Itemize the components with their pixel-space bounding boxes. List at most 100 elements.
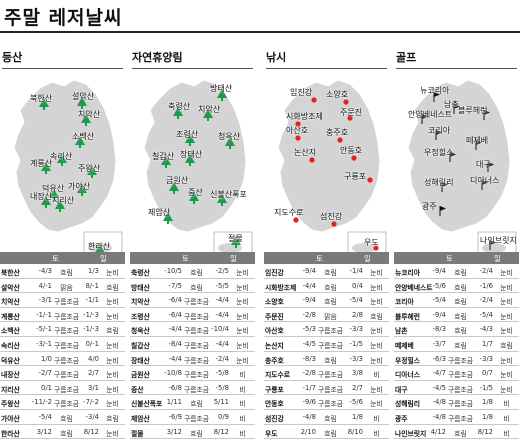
sun-temp: -3/4 — [85, 412, 99, 421]
sun-temp: -5/8 — [215, 369, 229, 378]
sat-temp: -7/5 — [168, 281, 182, 290]
tree-icon — [231, 236, 241, 248]
sun-weather: 눈비 — [370, 269, 383, 277]
map-label: 덕유산 — [42, 184, 65, 193]
weather-table: 토 일 축령산 -10/5 흐림 -2/5 눈비 방태산 -7/5 흐림 -5/5 눈비 치악산 -6/4… — [130, 252, 255, 440]
sun-temp: 8/10 — [347, 427, 363, 436]
sun-weather: 눈비 — [236, 283, 249, 292]
tree-icon — [203, 109, 213, 121]
tree-icon — [217, 194, 227, 206]
sun-temp: -4/3 — [479, 325, 493, 334]
weather-table: 토 일 뉴코리아 -9/4 흐림 -2/4 눈비 안양베네스트 -5/6 흐림 -1/6 눈비 코리아 -… — [394, 252, 519, 440]
sat-temp: -11/-2 — [31, 398, 52, 407]
tree-icon — [185, 154, 195, 166]
sun-weather: 눈비 — [370, 385, 383, 394]
sun-weather: 비 — [503, 429, 510, 438]
mainland-shape — [277, 79, 381, 233]
sat-weather: 구름조금 — [54, 356, 80, 365]
table-row: 조령산 -6/4 구름조금 -4/4 눈비 — [130, 308, 255, 323]
table-row: 내장산 -2/7 구름조금 2/7 눈비 — [0, 366, 125, 381]
map-label: 우도 — [364, 238, 379, 247]
sat-temp: -2/7 — [38, 369, 52, 378]
map-label: 속리산 — [50, 152, 73, 161]
map-label: 나인브릿지 — [480, 236, 517, 245]
place-name: 나인브릿지 — [395, 429, 427, 438]
tree-icon — [57, 154, 67, 166]
sat-weather: 구름조금 — [184, 385, 210, 394]
sat-weather: 구름조금 — [318, 341, 344, 350]
place-name: 절물 — [131, 429, 144, 438]
place-name: 남촌 — [395, 327, 408, 336]
sun-weather: 눈비 — [106, 269, 119, 277]
place-name: 내장산 — [1, 371, 20, 380]
sat-weather: 구름조금 — [448, 385, 474, 394]
sat-temp: -6/8 — [168, 383, 182, 392]
map-label: 우정힐스 — [424, 148, 454, 157]
flag-icon — [441, 182, 448, 192]
sun-weather: 눈비 — [500, 298, 513, 307]
table-row: 치악산 -3/1 구름조금 -1/1 눈비 — [0, 293, 125, 308]
table-row: 뉴코리아 -9/4 흐림 -2/4 눈비 — [394, 264, 519, 279]
place-name: 시화방조제 — [265, 283, 297, 292]
map-label: 설악산 — [72, 92, 95, 101]
place-name: 덕유산 — [1, 356, 20, 365]
sat-temp: -4/7 — [432, 369, 446, 378]
sun-temp: -5/5 — [215, 281, 229, 290]
title-rule — [0, 31, 520, 33]
weather-table: 토 일 임진강 -9/4 흐림 -1/4 눈비 시화방조제 -4/4 흐림 0/4 눈비 소양호 -9/4… — [264, 252, 389, 440]
sun-temp: -7/-2 — [83, 398, 99, 407]
table-row: 나인브릿지 4/12 흐림 8/12 비 — [394, 425, 519, 440]
sat-weather: 구름조금 — [54, 327, 80, 336]
section-header: 자연휴양림 — [132, 46, 253, 69]
flag-icon — [421, 114, 428, 124]
place-name: 계룡산 — [1, 312, 20, 321]
sun-weather: 눈비 — [370, 298, 383, 307]
sat-weather: 구름조금 — [184, 356, 210, 365]
day-sunday: 일 — [100, 254, 107, 263]
place-name: 우도 — [265, 429, 278, 438]
sun-weather: 눈비 — [500, 385, 513, 394]
sun-temp: 8/12 — [83, 427, 99, 436]
map-label: 안동호 — [340, 146, 363, 155]
table-row: 광주 -4/8 구름조금 1/8 비 — [394, 410, 519, 425]
table-row: 안동호 -9/6 구름조금 -5/6 눈비 — [264, 395, 389, 410]
table-row: 제암산 -6/9 구름조금 0/9 비 — [130, 410, 255, 425]
sat-weather: 구름조금 — [318, 371, 344, 380]
sun-weather: 눈비 — [106, 298, 119, 307]
sat-temp: -10/5 — [164, 267, 182, 275]
table-row: 우정힐스 -6/3 구름조금 -3/3 눈비 — [394, 352, 519, 367]
dot-icon — [347, 115, 353, 121]
place-name: 소백산 — [1, 327, 20, 336]
sat-weather: 흐림 — [190, 269, 203, 277]
sun-temp: -1/5 — [479, 383, 493, 392]
sun-temp: 3/1 — [88, 383, 99, 392]
table-row: 금원산 -10/8 구름조금 -5/8 비 — [130, 366, 255, 381]
flag-icon — [453, 104, 460, 114]
table-row: 성해림리 -4/8 구름조금 1/8 비 — [394, 395, 519, 410]
mainland-shape — [143, 79, 247, 233]
sun-weather: 눈비 — [236, 312, 249, 321]
place-name: 장태산 — [131, 356, 150, 365]
day-saturday: 토 — [446, 254, 453, 263]
place-name: 축령산 — [131, 269, 150, 277]
section-title: 자연휴양림 — [132, 51, 183, 64]
day-sunday: 일 — [494, 254, 501, 263]
sun-weather: 눈비 — [500, 312, 513, 321]
tree-icon — [77, 97, 87, 109]
sat-weather: 구름조금 — [448, 356, 474, 365]
place-name: 아산호 — [265, 327, 284, 336]
table-row: 디아너스 -4/7 구름조금 0/7 눈비 — [394, 366, 519, 381]
map-label: 가야산 — [68, 182, 91, 191]
map-label: 금원산 — [166, 176, 189, 185]
place-name: 제암산 — [131, 414, 150, 423]
tree-icon — [87, 166, 97, 178]
sun-temp: 0/9 — [218, 412, 229, 421]
place-name: 치악산 — [131, 298, 150, 307]
sat-weather: 구름조금 — [448, 400, 474, 409]
map-label: 지도수로 — [274, 208, 304, 217]
sat-weather: 구름조금 — [54, 385, 80, 394]
tree-icon — [41, 162, 51, 174]
map-label: 코리아 — [428, 126, 451, 135]
map-label: 디아너스 — [470, 176, 500, 185]
